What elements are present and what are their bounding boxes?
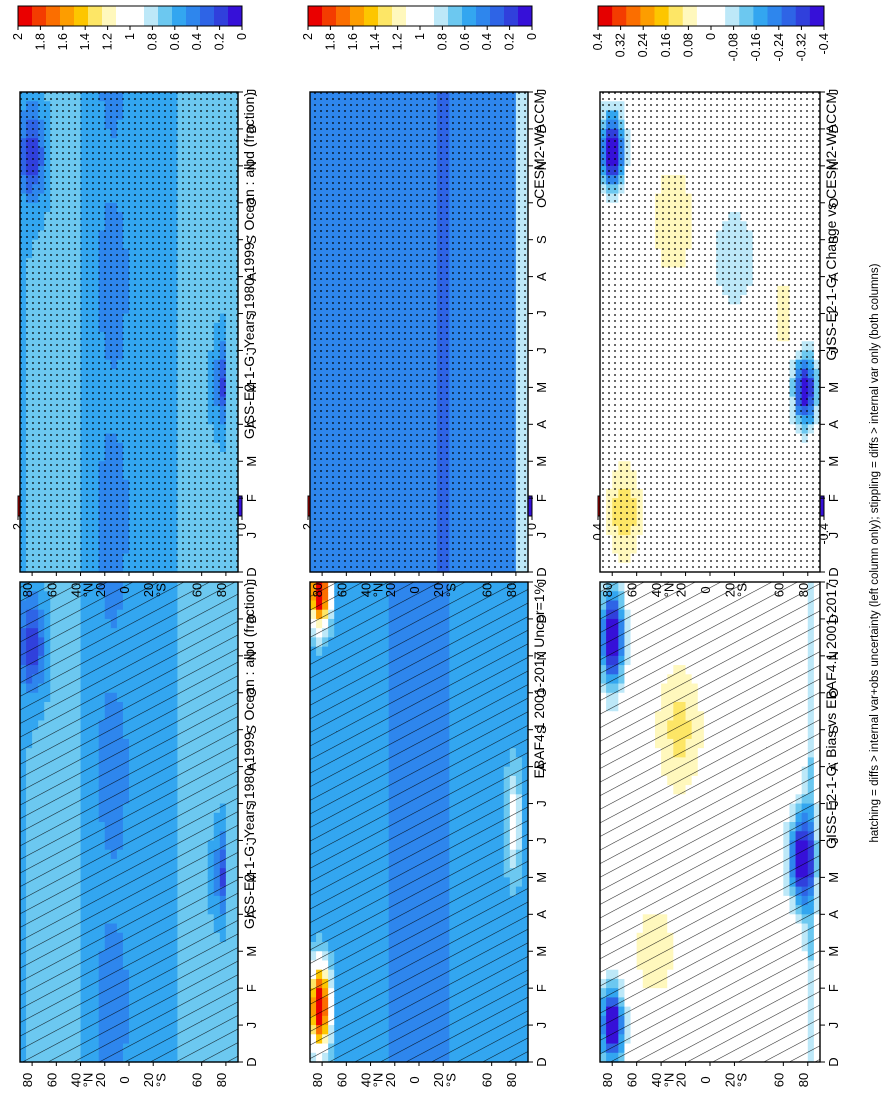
month-tick-label: D bbox=[244, 1057, 259, 1066]
month-tick-label: N bbox=[244, 161, 259, 170]
lat-tick-label: 60 bbox=[44, 1073, 59, 1087]
lat-tick-label: 60 bbox=[190, 583, 205, 597]
hatching-overlay bbox=[20, 582, 238, 1062]
lat-tick-label: 80 bbox=[20, 583, 35, 597]
month-tick-label: A bbox=[244, 420, 259, 429]
month-tick-label: A bbox=[244, 762, 259, 771]
month-tick-label: D bbox=[244, 614, 259, 623]
lat-tick-label: 40 bbox=[69, 1073, 84, 1087]
lat-tick-label: 0 bbox=[117, 1076, 132, 1083]
month-tick-label: N bbox=[244, 651, 259, 660]
colorbar-swatch bbox=[18, 6, 33, 26]
colorbar-swatch bbox=[200, 6, 215, 26]
colorbar-swatch bbox=[130, 6, 145, 26]
colorbar-swatch bbox=[102, 6, 117, 26]
colorbar-swatch bbox=[186, 6, 201, 26]
month-tick-label: M bbox=[244, 456, 259, 467]
colorbar-swatch bbox=[158, 6, 173, 26]
heatmap-panel-2: GISS-E2-1-G: Years 1980-1999 : Ocean : a… bbox=[11, 5, 259, 598]
lat-tick-label: 20 bbox=[141, 1073, 156, 1087]
panel-title: GISS-E2-1-G: Years 1980-1999 : Ocean : a… bbox=[241, 92, 257, 439]
lat-tick-label: 0 bbox=[117, 586, 132, 593]
month-tick-label: J bbox=[244, 89, 259, 96]
colorbar-tick-label: 1.2 bbox=[101, 33, 115, 50]
month-tick-label: S bbox=[244, 235, 259, 244]
lat-tick-label: 60 bbox=[190, 1073, 205, 1087]
lat-tick-label: 60 bbox=[44, 583, 59, 597]
month-tick-label: F bbox=[244, 494, 259, 502]
colorbar-swatch bbox=[88, 6, 103, 26]
lat-tick-label: 20 bbox=[93, 583, 108, 597]
month-tick-label: J bbox=[244, 347, 259, 354]
lat-tick-label: °S bbox=[153, 1073, 168, 1087]
month-tick-label: J bbox=[244, 800, 259, 807]
lat-tick-label: 20 bbox=[93, 1073, 108, 1087]
month-tick-label: A bbox=[244, 272, 259, 281]
colorbar-tick-label: 1 bbox=[123, 33, 137, 40]
month-tick-label: J bbox=[244, 532, 259, 539]
heatmap-panel-1: GISS-E2-1-G: Years 1980-1999 : Ocean : a… bbox=[11, 495, 259, 1088]
lat-tick-label: 80 bbox=[214, 583, 229, 597]
colorbar-swatch bbox=[228, 6, 243, 26]
lat-tick-label: °N bbox=[81, 583, 96, 598]
colorbar-tick-label: 1.4 bbox=[78, 33, 92, 50]
lat-tick-label: 80 bbox=[20, 1073, 35, 1087]
heatmap-panel-3: EBAF4.1 2001-2017 Uncer=1%DJFMAMJJASONDJ… bbox=[301, 495, 549, 1087]
colorbar-tick-label: 0 bbox=[235, 33, 249, 40]
month-tick-label: A bbox=[244, 910, 259, 919]
colorbar-swatch bbox=[32, 6, 47, 26]
month-tick-label: O bbox=[244, 198, 259, 208]
colorbar-swatch bbox=[144, 6, 159, 26]
month-tick-label: D bbox=[244, 124, 259, 133]
lat-tick-label: 40 bbox=[69, 583, 84, 597]
month-tick-label: J bbox=[244, 1022, 259, 1029]
colorbar-swatch bbox=[60, 6, 75, 26]
month-tick-label: D bbox=[244, 567, 259, 576]
month-tick-label: F bbox=[244, 984, 259, 992]
colorbar-swatch bbox=[46, 6, 61, 26]
colorbar-swatch bbox=[172, 6, 187, 26]
colorbar-tick-label: 0.4 bbox=[190, 33, 204, 50]
stippling-overlay bbox=[20, 92, 238, 572]
colorbar-tick-label: 1.6 bbox=[56, 33, 70, 50]
month-tick-label: M bbox=[244, 872, 259, 883]
colorbar-tick-label: 0 bbox=[235, 523, 249, 530]
month-tick-label: J bbox=[244, 310, 259, 317]
colorbar-tick-label: 0.6 bbox=[168, 33, 182, 50]
colorbar-swatch bbox=[214, 6, 229, 26]
month-tick-label: S bbox=[244, 725, 259, 734]
month-tick-label: M bbox=[244, 946, 259, 957]
lat-tick-label: 80 bbox=[214, 1073, 229, 1087]
colorbar-tick-label: 2 bbox=[11, 523, 25, 530]
colorbar-tick-label: 0.8 bbox=[145, 33, 159, 50]
colorbar-swatch bbox=[74, 6, 89, 26]
lat-tick-label: 20 bbox=[141, 583, 156, 597]
colorbar-tick-label: 1.8 bbox=[33, 33, 47, 50]
month-tick-label: O bbox=[244, 688, 259, 698]
lat-tick-label: °S bbox=[153, 583, 168, 597]
colorbar: 2 1.8 1.6 1.4 1.2 1 0.8 0.6 0.4 0.2 0 bbox=[11, 5, 249, 50]
month-tick-label: M bbox=[244, 382, 259, 393]
month-tick-label: J bbox=[244, 837, 259, 844]
colorbar-tick-label: 0.2 bbox=[213, 33, 227, 50]
colorbar-swatch bbox=[116, 6, 131, 26]
lat-tick-label: °N bbox=[81, 1073, 96, 1088]
month-tick-label: J bbox=[244, 579, 259, 586]
colorbar-tick-label: 2 bbox=[11, 33, 25, 40]
panel-title: GISS-E2-1-G: Years 1980-1999 : Ocean : a… bbox=[241, 582, 257, 929]
